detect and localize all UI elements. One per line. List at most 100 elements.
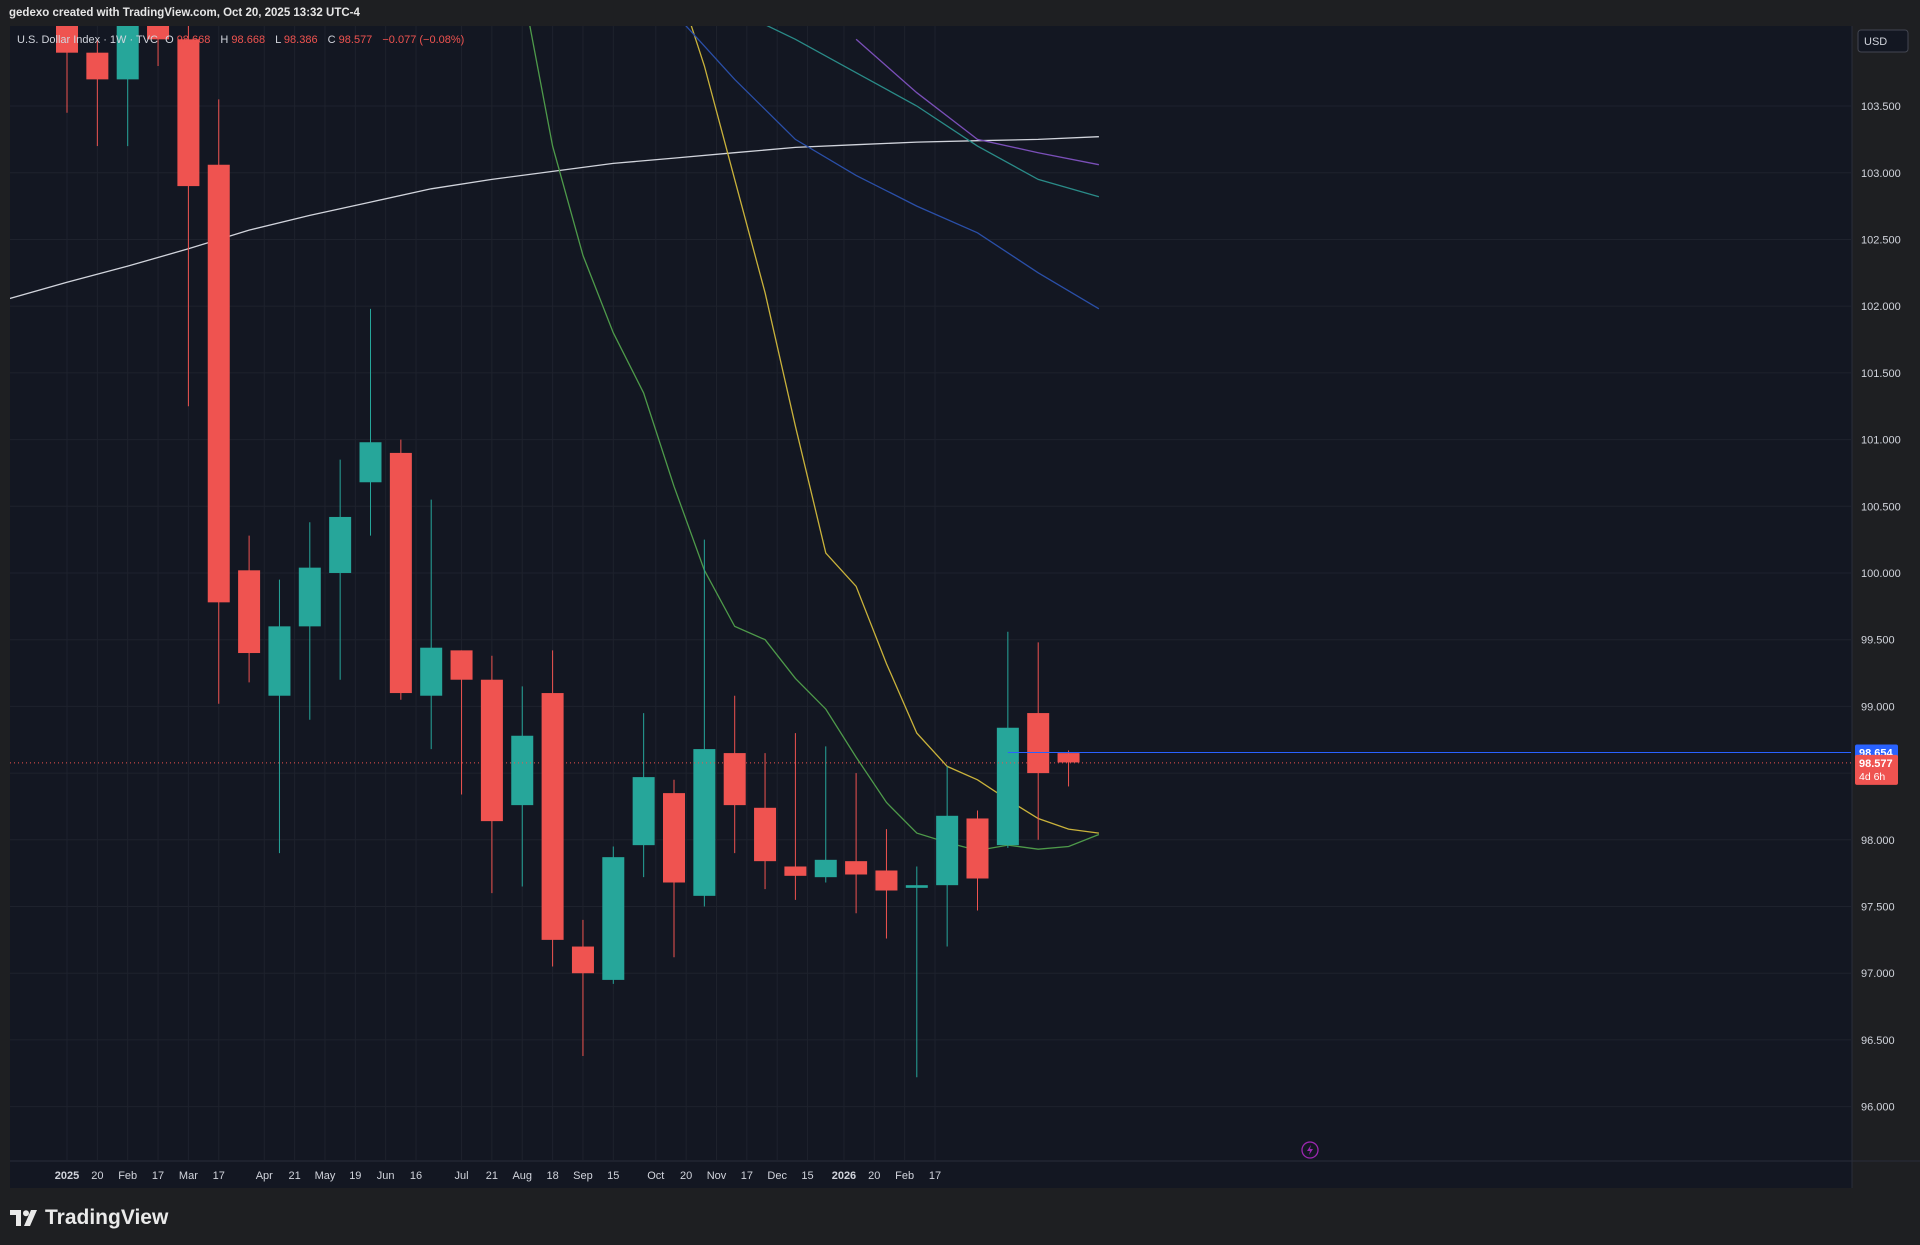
legend-close-label: C <box>328 34 336 46</box>
candle <box>784 733 807 900</box>
time-tick-label: Jul <box>455 1170 469 1182</box>
candle-body <box>238 570 261 654</box>
candles <box>56 26 1080 1078</box>
candle <box>1027 642 1050 840</box>
current-price-tag-text: 98.577 <box>1859 758 1893 770</box>
currency-badge-text: USD <box>1864 36 1887 48</box>
candle <box>177 26 200 407</box>
moving-average-line <box>10 136 1099 300</box>
candle-body <box>450 650 473 680</box>
price-tick-label: 99.000 <box>1861 701 1895 713</box>
time-tick-label: Sep <box>573 1170 593 1182</box>
attribution-text: gedexo created with TradingView.com, Oct… <box>9 7 360 19</box>
candle <box>238 535 261 683</box>
candle-body <box>571 946 594 974</box>
currency-badge[interactable]: USD <box>1857 29 1909 53</box>
attribution-bar: gedexo created with TradingView.com, Oct… <box>0 0 1920 26</box>
lightning-icon <box>1307 1145 1313 1155</box>
time-tick-label: 15 <box>801 1170 813 1182</box>
candle-body <box>511 735 534 806</box>
time-tick-label: 2025 <box>55 1170 79 1182</box>
candle <box>905 866 928 1078</box>
time-tick-label: 21 <box>289 1170 301 1182</box>
price-axis[interactable]: 96.00096.50097.00097.50098.00098.50099.0… <box>1855 101 1901 1114</box>
candle-body <box>116 26 139 80</box>
candle <box>541 650 564 967</box>
legend-close-value: 98.577 <box>339 34 373 46</box>
time-tick-label: 17 <box>152 1170 164 1182</box>
candle <box>86 39 109 147</box>
candle <box>754 753 777 890</box>
candle <box>329 459 352 680</box>
moving-average-line <box>855 38 1100 166</box>
price-tick-label: 99.500 <box>1861 635 1895 647</box>
candle <box>480 655 503 894</box>
candle <box>116 26 139 147</box>
candle <box>632 713 655 878</box>
price-tick-label: 97.500 <box>1861 902 1895 914</box>
candle <box>693 539 716 907</box>
price-tick-label: 100.500 <box>1861 501 1901 513</box>
price-tick-label: 102.500 <box>1861 234 1901 246</box>
chart-pane-background <box>10 26 1852 1188</box>
price-tick-label: 100.000 <box>1861 568 1901 580</box>
candle-body <box>814 859 837 878</box>
candle-body <box>56 26 78 53</box>
candle-body <box>784 866 807 876</box>
candle-body <box>663 793 685 883</box>
time-tick-label: Nov <box>707 1170 727 1182</box>
time-tick-label: Mar <box>179 1170 198 1182</box>
candle <box>207 99 230 704</box>
legend-change: −0.077 (−0.08%) <box>382 34 464 46</box>
candle <box>875 829 898 939</box>
price-tick-label: 98.000 <box>1861 835 1895 847</box>
candle-body <box>602 857 625 980</box>
time-tick-label: 20 <box>91 1170 103 1182</box>
price-chart[interactable]: 96.00096.50097.00097.50098.00098.50099.0… <box>0 0 1920 1188</box>
candle <box>571 919 594 1056</box>
tradingview-logo[interactable]: TradingView <box>10 1206 168 1230</box>
countdown-tag-text: 4d 6h <box>1859 771 1885 783</box>
candle-body <box>905 885 928 888</box>
legend-high-value: 98.668 <box>231 34 265 46</box>
candle-body <box>359 442 382 483</box>
candle-body <box>996 727 1019 846</box>
candle-body <box>298 567 321 627</box>
time-axis[interactable]: 2025 20 Feb 17 Mar 17 Apr 21 May 19 Jun 16 Jul 21 Aug 1… <box>55 1170 941 1182</box>
time-tick-label: 20 <box>868 1170 880 1182</box>
current-price-tag-bg <box>1855 754 1898 785</box>
price-tick-label: 102.000 <box>1861 301 1901 313</box>
candle <box>420 499 443 750</box>
candle <box>1057 750 1080 787</box>
candle-body <box>147 26 170 40</box>
candle <box>663 779 685 958</box>
candle <box>268 579 291 854</box>
events-marker[interactable] <box>1301 1141 1319 1159</box>
candle <box>996 631 1019 848</box>
candle-body <box>268 626 291 696</box>
time-tick-label: Feb <box>895 1170 914 1182</box>
time-tick-label: 15 <box>607 1170 619 1182</box>
candle <box>56 26 78 113</box>
time-tick-label: Jun <box>377 1170 395 1182</box>
price-tick-label: 101.500 <box>1861 368 1901 380</box>
candle <box>147 26 170 67</box>
price-tick-label: 103.000 <box>1861 168 1901 180</box>
brand-name: TradingView <box>45 1206 169 1229</box>
time-tick-label: 19 <box>349 1170 361 1182</box>
candle-body <box>329 516 352 573</box>
time-tick-label: 17 <box>741 1170 753 1182</box>
time-tick-label: Oct <box>647 1170 664 1182</box>
time-tick-label: 21 <box>486 1170 498 1182</box>
candle <box>814 746 837 883</box>
candle-body <box>875 870 898 891</box>
candle-body <box>177 39 200 187</box>
moving-average-line <box>529 26 1100 852</box>
moving-average-line <box>766 26 1100 198</box>
candle-body <box>693 749 716 896</box>
candle <box>450 650 473 795</box>
time-tick-label: 2026 <box>832 1170 856 1182</box>
candle <box>966 810 989 911</box>
candle-body <box>389 452 412 694</box>
candle <box>602 846 625 984</box>
